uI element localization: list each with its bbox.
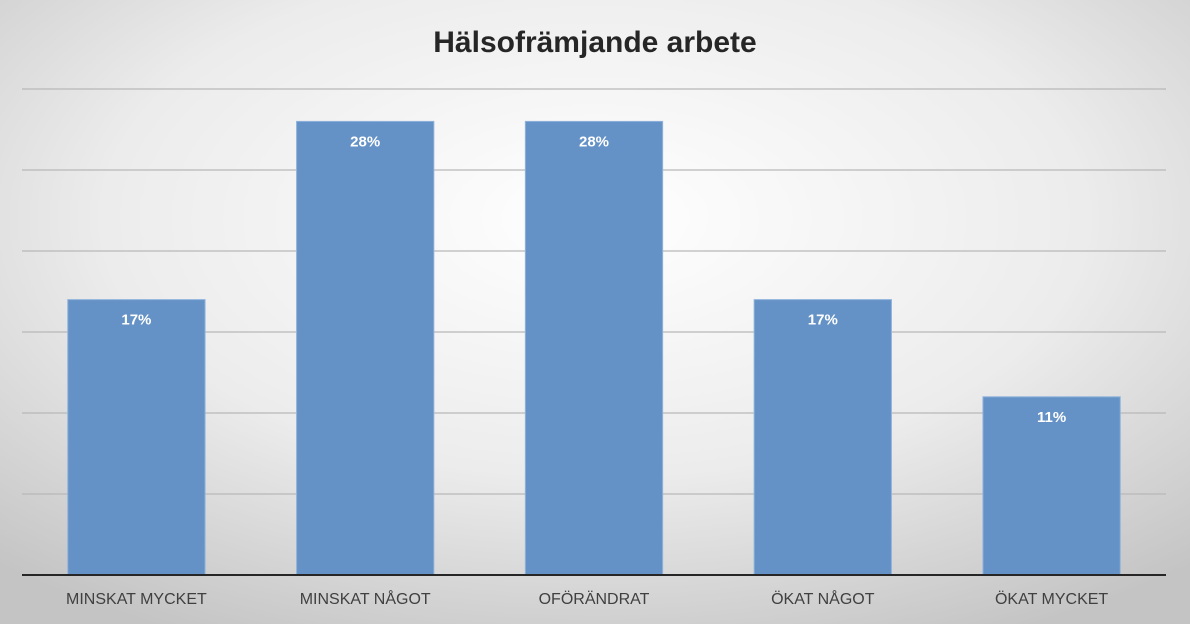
chart-title: Hälsofrämjande arbete [433,26,756,59]
bar [753,299,892,576]
bar [296,120,435,576]
x-tick-label: ÖKAT MYCKET [995,590,1108,608]
value-label: 17% [808,312,838,329]
value-label: 28% [579,133,609,150]
bar [524,120,664,576]
bar [67,299,206,576]
value-label: 28% [350,133,380,150]
value-label: 17% [121,312,151,329]
x-tick-label: OFÖRÄNDRAT [539,590,650,608]
x-tick-label: ÖKAT NÅGOT [771,589,875,608]
x-tick-label: MINSKAT MYCKET [66,591,207,608]
bar [982,396,1121,576]
x-tick-label: MINSKAT NÅGOT [300,589,431,608]
value-label: 11% [1037,409,1066,426]
